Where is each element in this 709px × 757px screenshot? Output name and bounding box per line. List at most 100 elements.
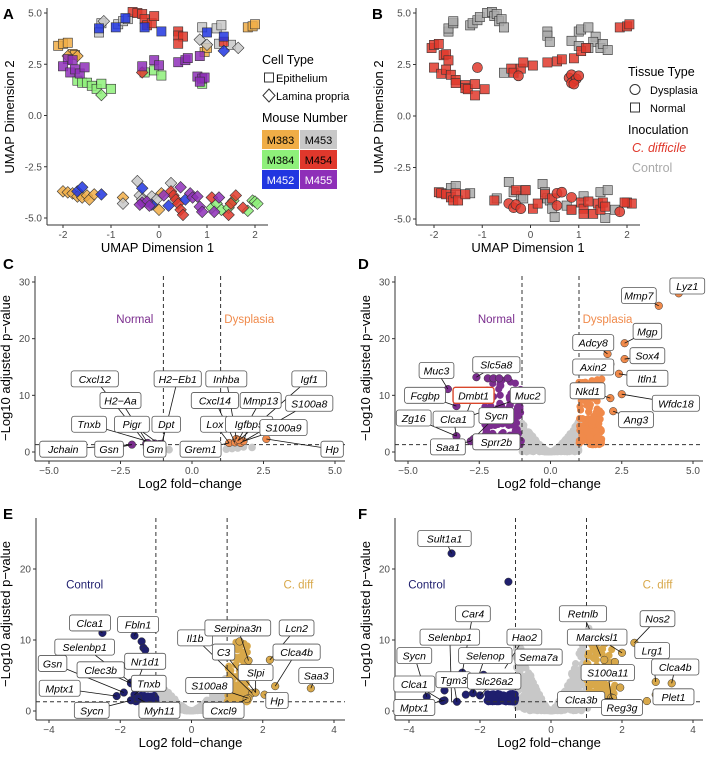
x-tick-label: −4: [43, 725, 55, 736]
data-point: [248, 443, 256, 452]
data-point-ns: [545, 707, 553, 715]
gene-label-box: [211, 643, 236, 661]
y-axis-title: −Log10 adjusted p−value: [0, 541, 13, 687]
data-point-square: [542, 57, 553, 68]
x-tick-label: -1: [478, 230, 487, 241]
data-point-dysplasia: [579, 437, 587, 445]
data-point-square: [624, 19, 635, 30]
legend-title: Cell Type: [262, 53, 314, 67]
x-tick-label: −2.5: [469, 466, 489, 477]
legend-label: C. difficile: [632, 141, 686, 155]
gene-label-box: [190, 392, 239, 409]
data-point-cdiff: [592, 656, 600, 664]
gene-label: Car4: [462, 609, 485, 621]
data-point-circle: [566, 192, 577, 203]
gene-label-box: [432, 410, 475, 428]
data-point-ns: [525, 429, 533, 437]
gene-label: Fcgbp: [411, 390, 440, 402]
gene-label: Saa1: [436, 442, 461, 454]
legend-label: Control: [632, 161, 672, 175]
data-point-ns: [512, 663, 521, 671]
x-tick-label: -2: [59, 230, 68, 241]
data-point-ns: [528, 676, 536, 684]
gene-label: Sprr2b: [481, 437, 513, 449]
data-point-square: [137, 61, 148, 72]
data-point-diamond: [212, 191, 226, 204]
x-tick-label: 1: [204, 230, 210, 241]
gene-label: Lrg1: [642, 646, 663, 658]
gene-label: Saa3: [304, 671, 329, 683]
x-axis-title: Log2 fold−change: [497, 476, 601, 491]
gene-label-box: [69, 614, 111, 632]
gene-label: Selenbp1: [428, 632, 472, 644]
x-tick-label: −5.0: [398, 466, 418, 477]
gene-label: Nr1d1: [131, 656, 160, 668]
data-point-square: [173, 38, 184, 49]
legend-label: Lamina propria: [276, 91, 350, 103]
data-point-normal: [496, 391, 504, 399]
y-tick-label: 30: [379, 278, 391, 289]
gene-label-box: [632, 322, 663, 340]
data-point-diamond: [251, 197, 264, 210]
data-point-diamond: [176, 208, 190, 222]
data-point-square: [156, 70, 167, 81]
data-point-normal: [511, 426, 519, 435]
data-point-diamond: [191, 190, 204, 203]
x-tick-label: −2: [115, 725, 127, 736]
gene-label: Myh11: [144, 705, 175, 717]
gene-label-box: [38, 679, 81, 697]
x-tick-label: −5.0: [39, 466, 59, 477]
data-point-ns: [528, 684, 536, 692]
gene-label-box: [202, 701, 245, 719]
data-point-dysplasia: [592, 427, 600, 435]
data-point-circle: [513, 70, 524, 82]
data-point-cdiff: [243, 642, 251, 650]
data-point-ns: [520, 421, 528, 429]
gene-label-box: [205, 370, 248, 388]
data-point: [503, 374, 512, 383]
gene-label-box: [130, 674, 167, 692]
gene-label: Dmbt1: [458, 390, 489, 402]
gene-label-box: [478, 407, 515, 425]
data-point-circle: [472, 62, 483, 73]
y-tick-label: 0: [24, 448, 30, 459]
gene-label: Fbln1: [125, 619, 151, 631]
y-tick-label: 0: [384, 448, 390, 459]
gene-label: Clca3b: [565, 695, 598, 707]
data-point-square: [602, 45, 613, 55]
data-point-dysplasia: [583, 428, 591, 436]
gene-label-box: [404, 386, 447, 404]
gene-label: Serpina3n: [214, 623, 262, 635]
legend-title: Mouse Number: [262, 111, 347, 125]
data-point-diamond: [222, 208, 235, 222]
data-point-ns: [191, 706, 199, 714]
gene-label-box: [566, 628, 628, 646]
data-point-square: [566, 204, 577, 215]
gene-label-box: [143, 440, 167, 458]
gene-label: H2−Aa: [104, 395, 137, 407]
x-tick-label: 5.0: [686, 466, 700, 477]
legend-label: Epithelium: [276, 73, 327, 85]
data-point-square: [156, 26, 167, 37]
legend-label: M453: [305, 135, 333, 147]
gene-label: Tnxb: [137, 678, 161, 690]
data-point-normal: [511, 379, 519, 387]
data-point-square: [537, 179, 548, 189]
data-point-square: [602, 185, 613, 196]
gene-label: Jchain: [47, 444, 79, 456]
label-leader-line: [449, 637, 452, 702]
x-tick-label: 2.5: [257, 466, 271, 477]
data-point-normal: [496, 381, 504, 389]
y-tick-label: 2.5: [397, 60, 411, 71]
gene-label-box: [418, 361, 455, 379]
group-label: Normal: [478, 314, 515, 326]
gene-label-box: [179, 440, 222, 458]
gene-label: Clca1: [401, 679, 428, 691]
gene-label: Sycn: [485, 411, 509, 423]
data-point-diamond: [207, 205, 221, 219]
data-point: [606, 394, 615, 403]
legend-color-swatch: [300, 130, 337, 149]
data-point-square: [216, 20, 227, 31]
gene-label: Gsn: [43, 658, 62, 670]
y-tick-label: 30: [19, 278, 31, 289]
